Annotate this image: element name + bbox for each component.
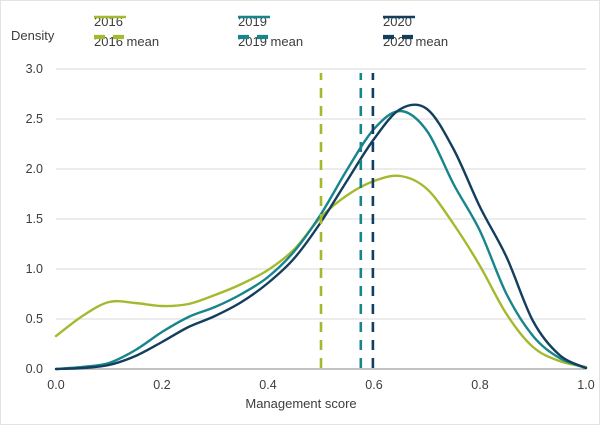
legend-mean-item-2019: 2019 mean (238, 33, 303, 49)
legend-dashed-swatch-2020 (383, 34, 415, 40)
legend-mean-item-2016: 2016 mean (94, 33, 159, 49)
legend-item-2019: 2019 (238, 13, 270, 29)
legend-label: 2016 mean (94, 33, 160, 49)
x-tick-label-0.8: 0.8 (471, 378, 489, 392)
legend-dashed-swatch-2019 (238, 34, 270, 40)
x-tick-label-0.0: 0.0 (47, 378, 65, 392)
x-tick-label-1.0: 1.0 (577, 378, 595, 392)
legend-line-swatch-2019 (238, 15, 270, 19)
legend-item-2020: 2020 (383, 13, 415, 29)
x-tick-label-0.2: 0.2 (153, 378, 171, 392)
y-tick-label-3.0: 3.0 (25, 62, 43, 76)
legend-label: 2020 mean (383, 33, 449, 49)
legend-label: 2019 mean (238, 33, 304, 49)
y-tick-label-0.0: 0.0 (25, 362, 43, 376)
density-curve-2019 (54, 109, 588, 371)
legend-item-2016: 2016 (94, 13, 126, 29)
y-tick-label-2.0: 2.0 (25, 162, 43, 176)
y-tick-label-0.5: 0.5 (25, 312, 43, 326)
x-axis-title: Management score (245, 396, 357, 411)
y-tick-label-1.5: 1.5 (25, 212, 43, 226)
legend-line-swatch-2020 (383, 15, 415, 19)
x-tick-label-0.6: 0.6 (365, 378, 383, 392)
y-axis-title: Density (11, 28, 55, 43)
legend-mean-item-2020: 2020 mean (383, 33, 448, 49)
x-tick-label-0.4: 0.4 (259, 378, 277, 392)
legend-line-swatch-2016 (94, 15, 126, 19)
legend-dashed-swatch-2016 (94, 34, 126, 40)
y-tick-label-2.5: 2.5 (25, 112, 43, 126)
y-tick-label-1.0: 1.0 (25, 262, 43, 276)
